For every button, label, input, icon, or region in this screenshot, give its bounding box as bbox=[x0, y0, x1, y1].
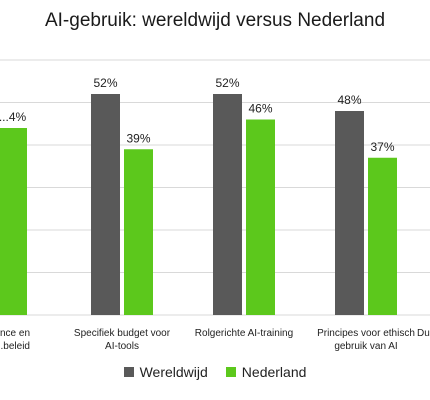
category-label-0-1: ...beleid bbox=[0, 341, 30, 352]
category-label-1-0: Specifiek budget voor bbox=[74, 328, 171, 339]
bar-nederland-1 bbox=[124, 149, 153, 315]
category-label-0-0: ...nce en bbox=[0, 328, 30, 339]
bar-nederland-2 bbox=[246, 119, 275, 315]
value-label-nederland-2: 46% bbox=[248, 102, 272, 116]
category-labels: ...nce en ...beleid Specifiek budget voor A… bbox=[0, 328, 430, 352]
legend-label-wereldwijd: Wereldwijd bbox=[139, 364, 208, 380]
category-label-3-0: Principes voor ethisch bbox=[317, 328, 415, 339]
legend: Wereldwijd Nederland bbox=[0, 364, 430, 380]
legend-item-wereldwijd: Wereldwijd bbox=[123, 364, 208, 380]
value-label-nederland-1: 39% bbox=[126, 131, 150, 145]
category-label-4-0: Du... bbox=[417, 328, 430, 339]
legend-swatch-wereldwijd bbox=[123, 367, 134, 377]
category-label-2-0: Rolgerichte AI-training bbox=[195, 328, 293, 339]
legend-swatch-nederland bbox=[225, 367, 236, 377]
bar-nederland-3 bbox=[368, 157, 397, 315]
category-label-1-1: AI-tools bbox=[105, 341, 139, 352]
bar-wereldwijd-2 bbox=[213, 94, 242, 315]
legend-item-nederland: Nederland bbox=[225, 364, 307, 380]
bars bbox=[0, 94, 397, 315]
bar-nederland-0 bbox=[0, 128, 27, 315]
value-labels: 52% 52% 48% ...4% 39% 46% 37% bbox=[0, 76, 395, 154]
legend-label-nederland: Nederland bbox=[241, 364, 307, 380]
value-label-wereldwijd-1: 52% bbox=[93, 76, 117, 90]
category-label-3-1: gebruik van AI bbox=[334, 341, 397, 352]
bar-wereldwijd-1 bbox=[91, 94, 120, 315]
value-label-wereldwijd-2: 52% bbox=[215, 76, 239, 90]
chart-title: AI-gebruik: wereldwijd versus Nederland bbox=[44, 10, 386, 31]
value-label-wereldwijd-3: 48% bbox=[337, 93, 361, 107]
value-label-nederland-3: 37% bbox=[370, 140, 394, 154]
bar-wereldwijd-3 bbox=[335, 111, 364, 315]
value-label-nederland-0: ...4% bbox=[0, 110, 26, 124]
